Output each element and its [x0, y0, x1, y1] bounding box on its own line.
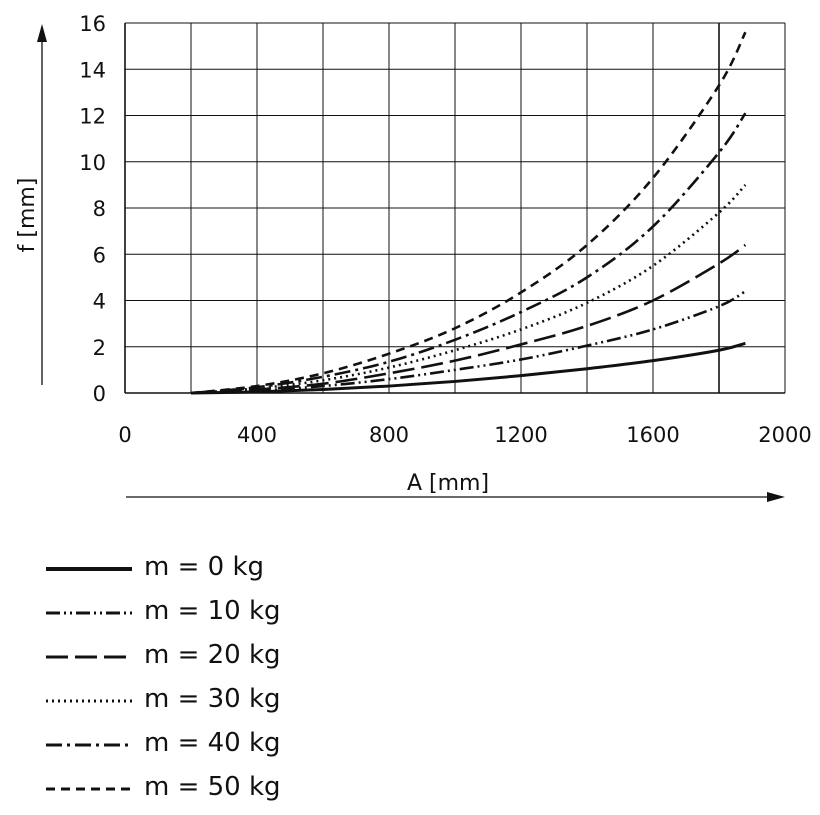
x-tick-label: 800: [369, 423, 409, 447]
x-tick-label: 0: [118, 423, 131, 447]
legend-label: m = 0 kg: [144, 552, 265, 582]
y-tick-label: 2: [93, 336, 106, 360]
legend-item: m = 50 kg: [44, 768, 344, 812]
chart: 0 2 4 6 8 10 12 14 16 0 400 800 1200 1600 2000 f [mm]…: [15, 12, 812, 502]
grid: [124, 22, 786, 394]
series-line-5: [190, 31, 747, 395]
legend-item: m = 20 kg: [44, 636, 344, 680]
y-tick-label: 8: [93, 197, 106, 221]
y-tick-label: 12: [79, 105, 106, 129]
y-axis-arrow-head: [37, 24, 47, 42]
y-tick-label: 0: [93, 382, 106, 406]
x-tick-labels: 0 400 800 1200 1600 2000: [118, 423, 811, 447]
legend-item: m = 30 kg: [44, 680, 344, 724]
y-tick-label: 4: [93, 290, 106, 314]
legend-swatch: [46, 611, 132, 615]
legend-swatch: [46, 743, 132, 747]
series-lines: [190, 31, 747, 395]
x-tick-label: 400: [237, 423, 277, 447]
y-tick-label: 16: [79, 12, 106, 36]
legend: m = 0 kg m = 10 kg m = 20 kg m = 30 kg m = 4…: [44, 548, 344, 812]
legend-label: m = 10 kg: [144, 596, 281, 626]
y-tick-label: 6: [93, 243, 106, 267]
series-line-1: [190, 290, 747, 395]
x-tick-label: 1200: [494, 423, 547, 447]
legend-label: m = 40 kg: [144, 728, 281, 758]
y-axis-title: f [mm]: [15, 178, 40, 253]
legend-item: m = 40 kg: [44, 724, 344, 768]
legend-swatch: [46, 655, 132, 659]
x-axis-arrow-head: [767, 492, 785, 502]
legend-swatch: [46, 567, 132, 571]
series-line-0: [190, 341, 746, 395]
legend-label: m = 20 kg: [144, 640, 281, 670]
y-tick-label: 10: [79, 151, 106, 175]
legend-label: m = 50 kg: [144, 772, 281, 802]
legend-label: m = 30 kg: [144, 684, 281, 714]
x-tick-label: 2000: [758, 423, 811, 447]
legend-item: m = 0 kg: [44, 548, 344, 592]
series-line-3: [190, 183, 747, 395]
x-axis-title: A [mm]: [407, 471, 489, 496]
legend-swatch: [46, 699, 132, 703]
series-line-2: [190, 243, 747, 395]
legend-item: m = 10 kg: [44, 592, 344, 636]
x-tick-label: 1600: [626, 423, 679, 447]
y-tick-labels: 0 2 4 6 8 10 12 14 16: [79, 12, 106, 406]
y-tick-label: 14: [79, 58, 106, 82]
series-line-4: [190, 112, 747, 395]
legend-swatch: [46, 787, 132, 791]
